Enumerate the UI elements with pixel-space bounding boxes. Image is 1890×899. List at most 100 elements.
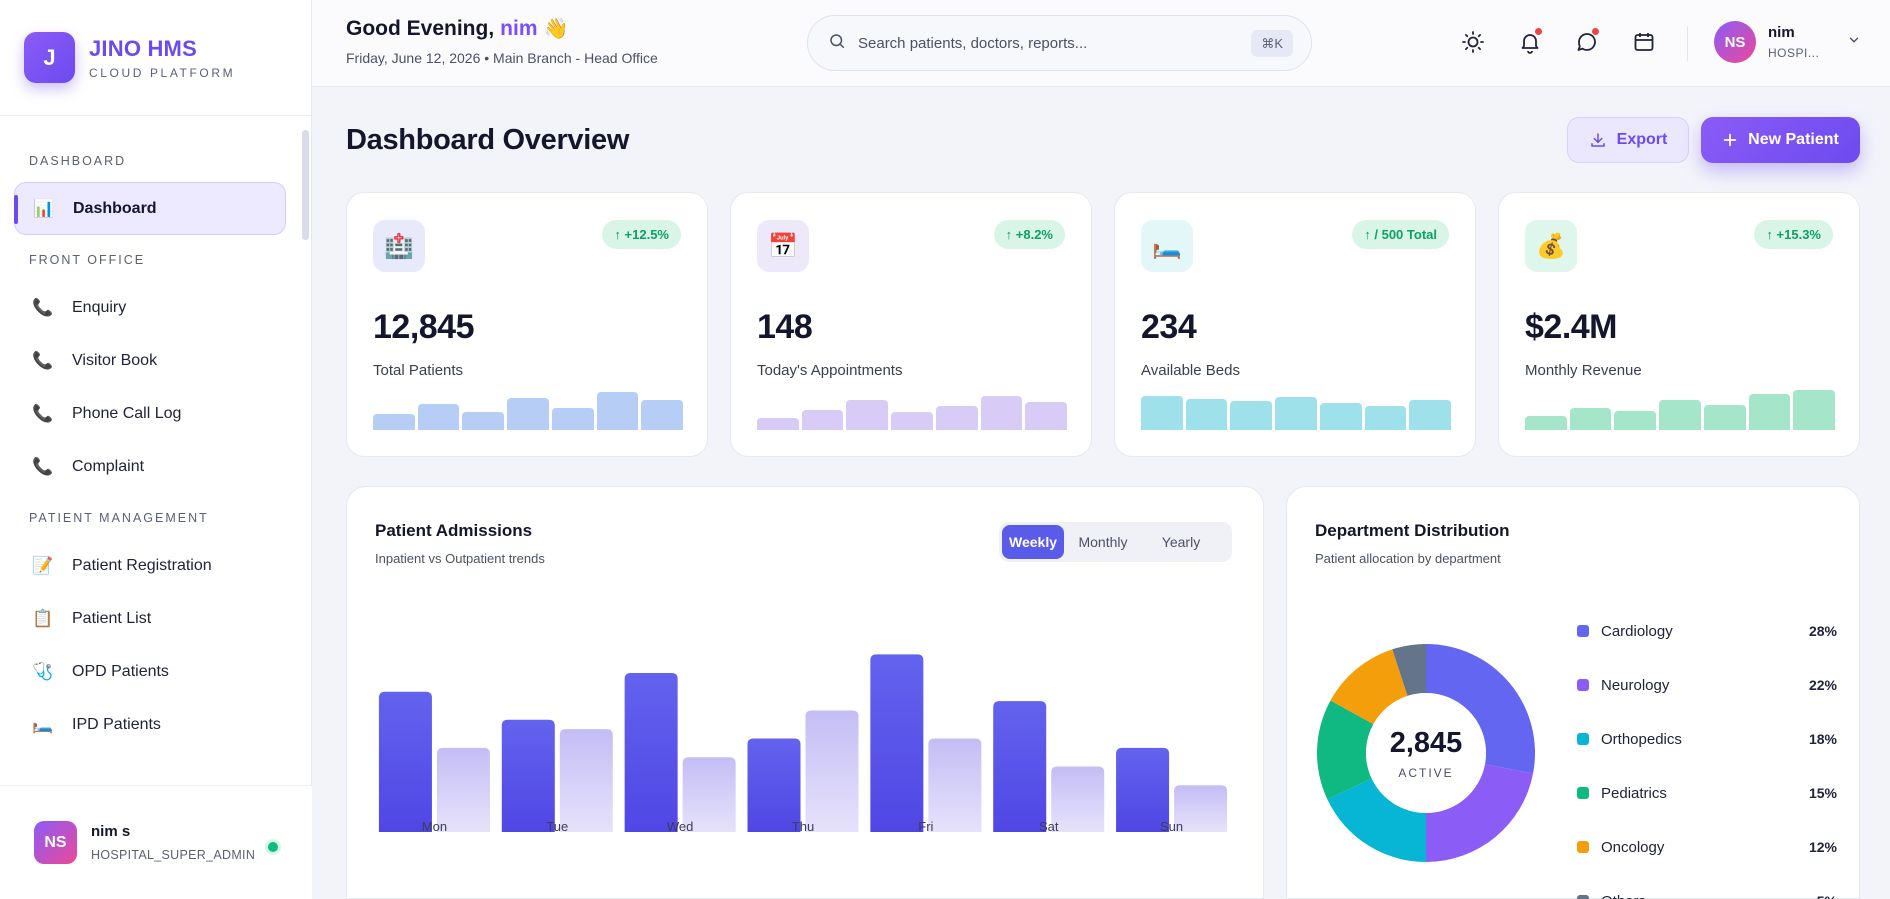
sidebar-item-enquiry[interactable]: 📞 Enquiry [14, 281, 286, 334]
inpatient-bar[interactable] [501, 719, 555, 832]
legend-swatch [1577, 841, 1589, 853]
brand: J JINO HMS CLOUD PLATFORM [0, 0, 311, 116]
sparkline-bar [373, 414, 415, 430]
sidebar-user-card[interactable]: NS nim s HOSPITAL_SUPER_ADMIN [0, 785, 312, 899]
outpatient-bar[interactable] [928, 738, 982, 833]
export-label: Export [1616, 131, 1668, 148]
stat-value: 234 [1141, 308, 1197, 346]
legend-item[interactable]: Orthopedics 18% [1577, 712, 1837, 766]
inpatient-bar[interactable] [378, 691, 432, 832]
sidebar-item-opd-patients[interactable]: 🩺 OPD Patients [14, 645, 286, 698]
inpatient-bar[interactable] [993, 701, 1047, 832]
sidebar-item-patient-list[interactable]: 📋 Patient List [14, 592, 286, 645]
phone-icon: 📞 [32, 350, 54, 370]
legend-item[interactable]: Neurology 22% [1577, 658, 1837, 712]
stat-cards: 🏥 ↑ +12.5% 12,845 Total Patients 📅 ↑ +8.… [346, 192, 1860, 457]
sidebar-item-ipd-patients[interactable]: 🛏️ IPD Patients [14, 698, 286, 751]
theme-toggle-button[interactable] [1457, 26, 1489, 58]
sidebar-item-label: Enquiry [72, 298, 127, 316]
trend-badge: ↑ +8.2% [993, 220, 1065, 249]
stat-card[interactable]: 💰 ↑ +15.3% $2.4M Monthly Revenue [1498, 192, 1860, 457]
messages-button[interactable] [1571, 26, 1603, 58]
sparkline [373, 390, 684, 430]
donut-slice-others[interactable] [1392, 644, 1426, 696]
legend-percent: 12% [1808, 839, 1837, 855]
legend-item[interactable]: Oncology 12% [1577, 820, 1837, 874]
donut-slice-pediatrics[interactable] [1317, 700, 1374, 800]
stat-value: 12,845 [373, 308, 475, 346]
legend-label: Others [1601, 893, 1817, 899]
sidebar-item-visitor-book[interactable]: 📞 Visitor Book [14, 334, 286, 387]
donut-slice-orthopedics[interactable] [1327, 778, 1426, 862]
sidebar-item-label: Phone Call Log [72, 404, 182, 422]
notification-dot [1535, 28, 1542, 35]
profile-avatar: NS [1714, 21, 1756, 63]
department-donut-chart [1317, 644, 1535, 862]
stat-label: Total Patients [373, 362, 464, 379]
outpatient-bar[interactable] [805, 710, 859, 832]
stat-label: Available Beds [1141, 362, 1240, 379]
legend-label: Cardiology [1601, 622, 1673, 640]
stat-card[interactable]: 🏥 ↑ +12.5% 12,845 Total Patients [346, 192, 708, 457]
inpatient-bar[interactable] [870, 654, 924, 832]
sparkline [757, 390, 1068, 430]
sidebar-item-label: Dashboard [73, 199, 157, 217]
plus-icon [1723, 133, 1737, 147]
tab-monthly[interactable]: Monthly [1064, 525, 1142, 559]
legend-item[interactable]: Others 5% [1577, 874, 1837, 899]
stethoscope-icon: 🩺 [32, 661, 54, 681]
sidebar-item-complaint[interactable]: 📞 Complaint [14, 440, 286, 493]
inpatient-bar[interactable] [1116, 747, 1170, 832]
legend-swatch [1577, 625, 1589, 637]
calendar-button[interactable] [1628, 26, 1660, 58]
greeting-text: Good Evening, [346, 16, 495, 40]
notifications-button[interactable] [1514, 26, 1546, 58]
trend-badge: ↑ / 500 Total [1352, 220, 1449, 249]
legend-label: Pediatrics [1601, 784, 1667, 802]
sparkline-bar [1525, 416, 1567, 430]
inpatient-bar[interactable] [624, 673, 678, 832]
outpatient-bar[interactable] [1174, 785, 1228, 832]
nav-section-heading: FRONT OFFICE [29, 253, 146, 267]
export-button[interactable]: Export [1567, 117, 1689, 163]
sparkline-bar [1793, 390, 1836, 430]
legend-item[interactable]: Cardiology 28% [1577, 604, 1837, 658]
donut-slice-oncology[interactable] [1330, 649, 1408, 725]
search-bar[interactable]: ⌘K [807, 15, 1312, 71]
sidebar-scrollbar[interactable] [302, 130, 309, 240]
calendar-icon [1634, 33, 1654, 51]
brand-logo[interactable]: J [24, 32, 75, 83]
outpatient-bar[interactable] [1051, 766, 1105, 832]
sparkline-bar [417, 404, 460, 430]
department-card: Department Distribution Patient allocati… [1286, 486, 1860, 899]
legend-percent: 18% [1808, 731, 1837, 747]
user-role: HOSPITAL_SUPER_ADMIN [91, 848, 256, 862]
bar-chart-icon: 📊 [33, 198, 55, 218]
sparkline-bar [1275, 397, 1317, 430]
search-input[interactable] [858, 34, 1238, 52]
legend-label: Neurology [1601, 676, 1670, 694]
tab-weekly[interactable]: Weekly [1002, 525, 1064, 559]
sparkline-bar [757, 418, 799, 430]
donut-slice-cardiology[interactable] [1426, 644, 1535, 774]
sidebar-item-dashboard[interactable]: 📊 Dashboard [14, 182, 286, 235]
sidebar-item-phone-call-log[interactable]: 📞 Phone Call Log [14, 387, 286, 440]
outpatient-bar[interactable] [559, 729, 613, 832]
sparkline-bar [980, 396, 1023, 430]
legend-item[interactable]: Pediatrics 15% [1577, 766, 1837, 820]
sparkline-bar [1319, 402, 1362, 430]
new-patient-button[interactable]: New Patient [1701, 117, 1860, 163]
stat-card[interactable]: 📅 ↑ +8.2% 148 Today's Appointments [730, 192, 1092, 457]
sidebar-item-patient-registration[interactable]: 📝 Patient Registration [14, 539, 286, 592]
tab-yearly[interactable]: Yearly [1142, 525, 1220, 559]
stat-card[interactable]: 🛏️ ↑ / 500 Total 234 Available Beds [1114, 192, 1476, 457]
outpatient-bar[interactable] [682, 757, 736, 832]
donut-slice-neurology[interactable] [1426, 764, 1534, 862]
inpatient-bar[interactable] [747, 738, 801, 833]
profile-menu[interactable]: NS nim HOSPI... [1714, 21, 1861, 63]
period-toggle: Weekly Monthly Yearly [999, 522, 1232, 562]
outpatient-bar[interactable] [436, 747, 490, 832]
chevron-down-icon [1847, 33, 1861, 52]
admissions-bar-chart [378, 654, 1228, 833]
